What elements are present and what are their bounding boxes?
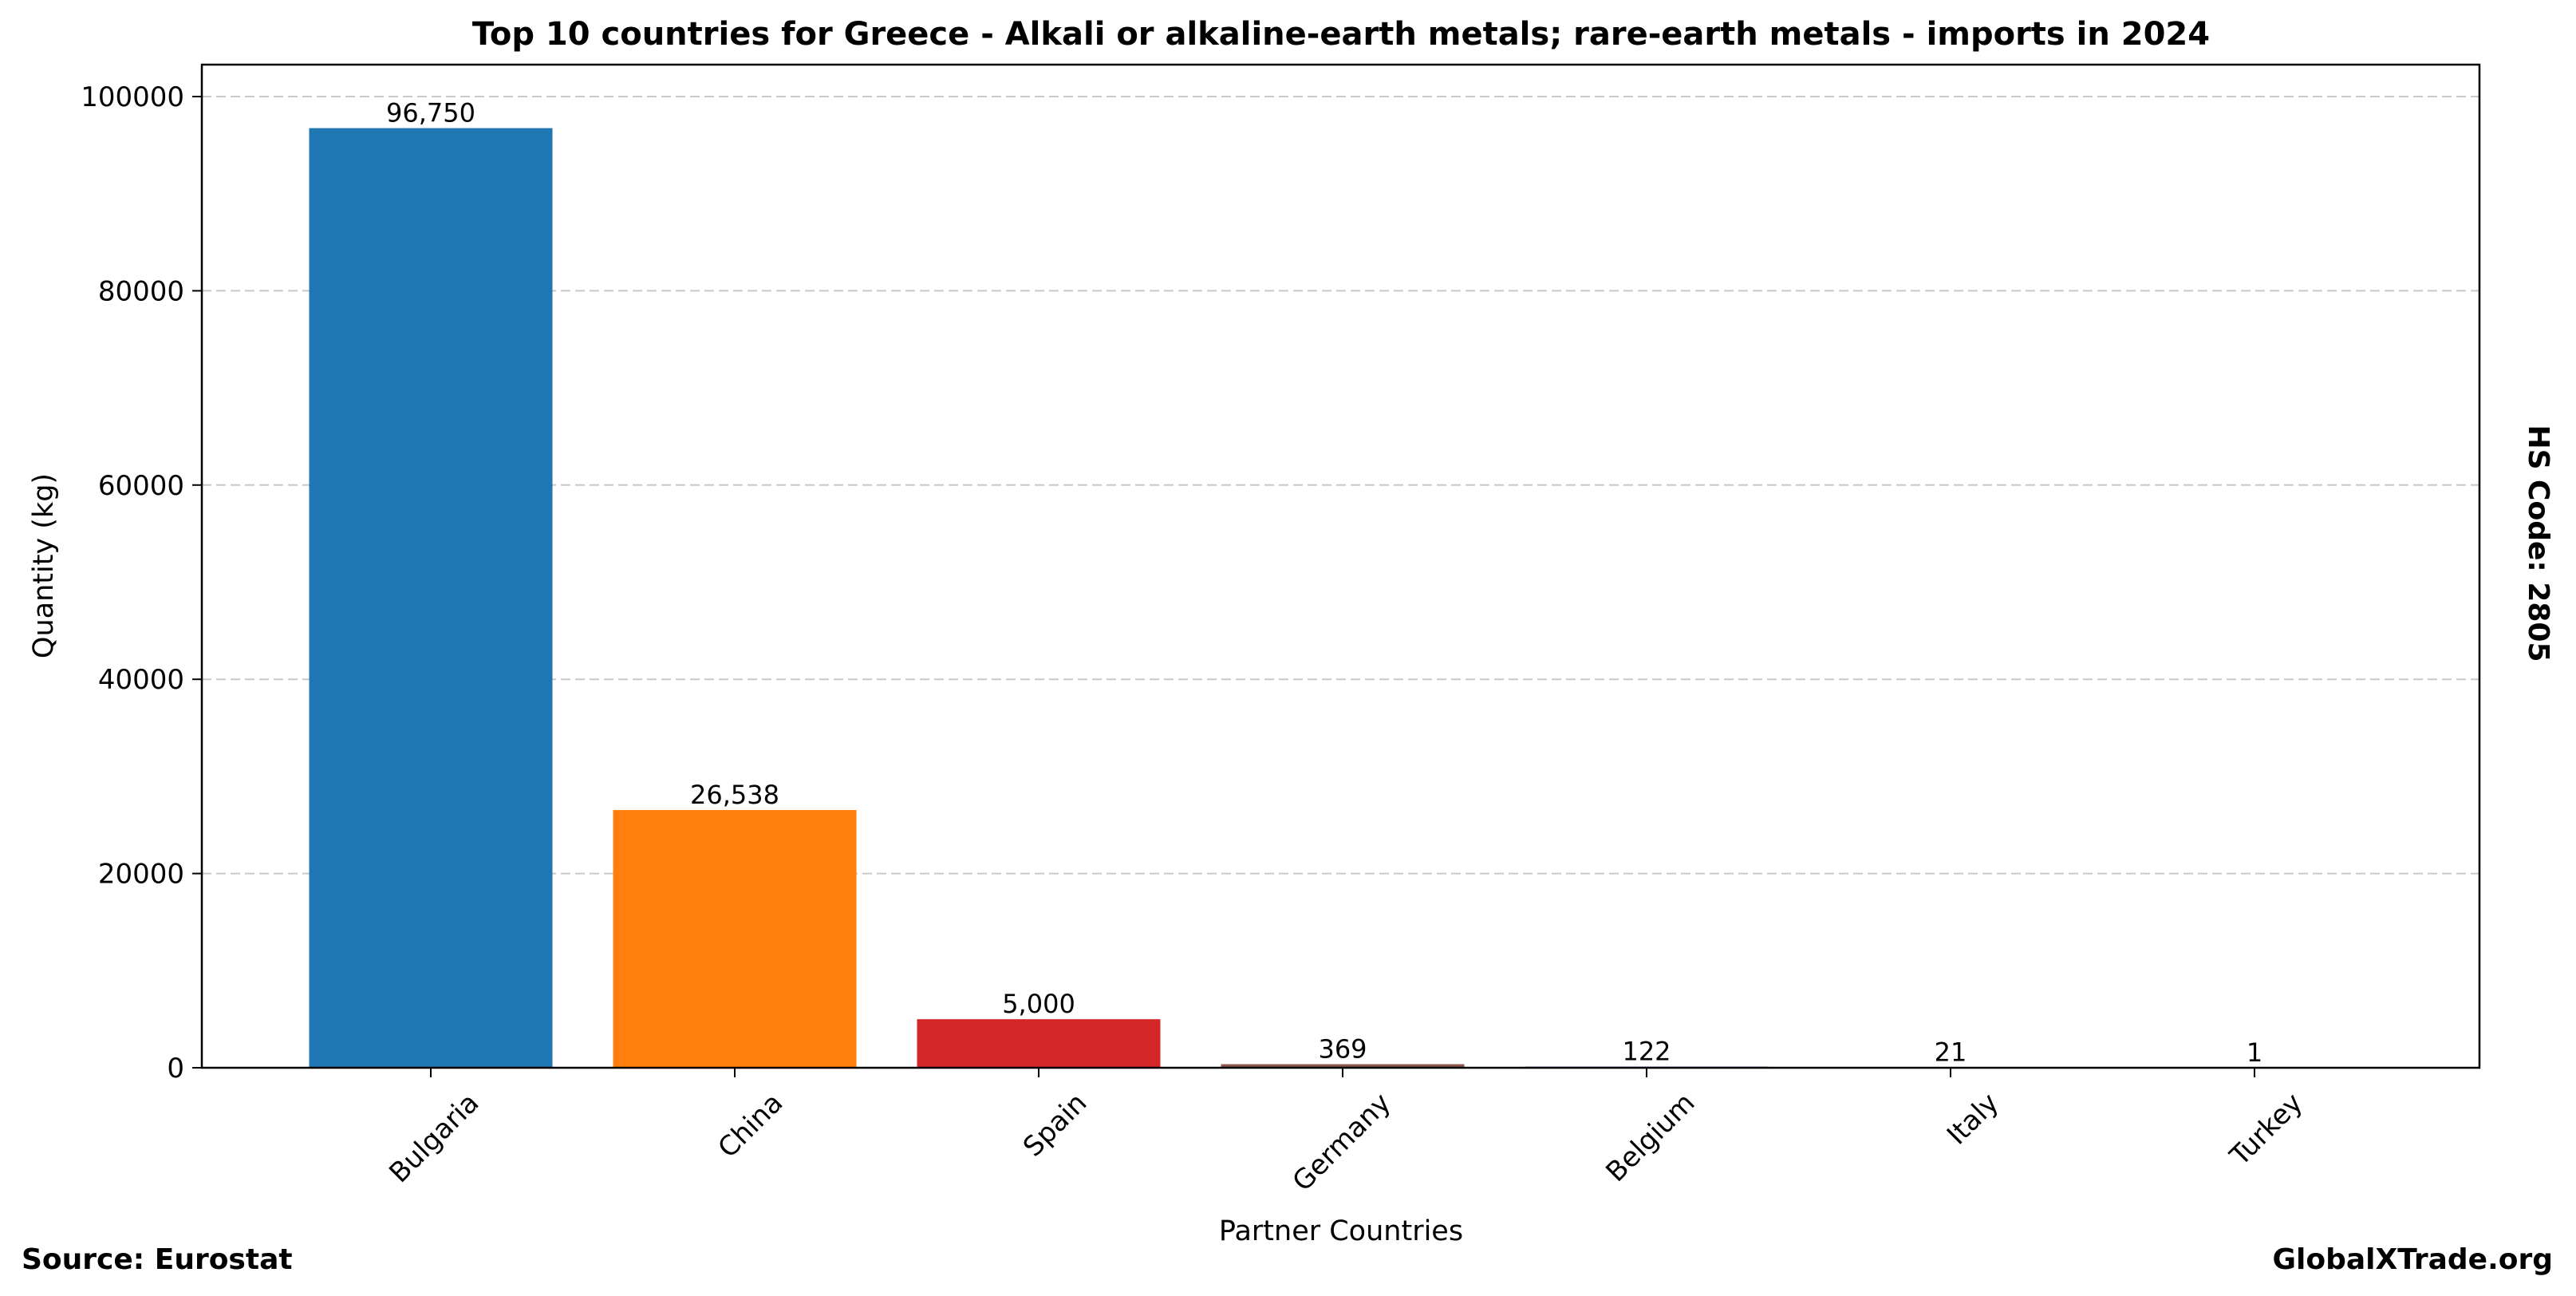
data-label-bulgaria: 96,750 [386, 98, 475, 128]
x-tick-label-bulgaria: Bulgaria [383, 1087, 485, 1189]
bars [309, 128, 2377, 1069]
x-tick-label-italy: Italy [1941, 1087, 2005, 1151]
chart-title: Top 10 countries for Greece - Alkali or … [472, 16, 2210, 53]
x-axis-label: Partner Countries [1219, 1215, 1463, 1247]
data-label-belgium: 122 [1622, 1037, 1671, 1067]
y-tick-label: 20000 [98, 859, 184, 891]
grid-lines [202, 96, 2479, 875]
data-labels: 96,750 26,538 5,000 369 122 21 1 [386, 98, 2262, 1068]
data-label-italy: 21 [1935, 1037, 1967, 1068]
bar-germany [1221, 1064, 1465, 1068]
y-tick-label: 40000 [98, 664, 184, 696]
brand-label: GlobalXTrade.org [2272, 1243, 2553, 1276]
y-tick-label: 80000 [98, 275, 184, 307]
data-label-china: 26,538 [690, 780, 779, 810]
bar-spain [917, 1019, 1161, 1068]
y-tick-label: 60000 [98, 470, 184, 502]
x-axis-ticks: Bulgaria China Spain Germany Belgium Italy Tur… [383, 1068, 2309, 1198]
y-axis-label: Quantity (kg) [28, 473, 60, 658]
x-tick-label-china: China [712, 1087, 789, 1164]
data-label-spain: 5,000 [1002, 989, 1075, 1019]
hs-code-label: HS Code: 2805 [2522, 425, 2554, 662]
y-tick-label: 0 [167, 1053, 184, 1085]
y-axis-ticks: 0 20000 40000 60000 80000 100000 [81, 81, 202, 1085]
x-tick-label-germany: Germany [1287, 1087, 1398, 1198]
data-label-germany: 369 [1318, 1034, 1367, 1065]
source-label: Source: Eurostat [22, 1243, 293, 1276]
x-tick-label-spain: Spain [1017, 1087, 1093, 1163]
x-tick-label-turkey: Turkey [2223, 1087, 2309, 1172]
bar-china [613, 810, 857, 1068]
plot-frame [200, 63, 2481, 1069]
x-tick-label-belgium: Belgium [1600, 1087, 1702, 1188]
bar-bulgaria [309, 128, 553, 1069]
y-tick-label: 100000 [81, 81, 184, 113]
data-label-turkey: 1 [2247, 1037, 2262, 1068]
